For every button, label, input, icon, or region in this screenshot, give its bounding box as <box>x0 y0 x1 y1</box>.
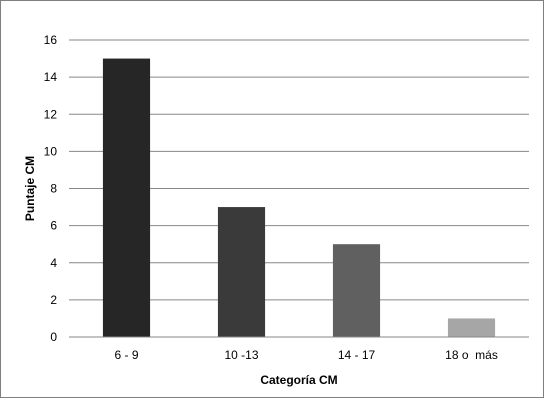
bar-2 <box>217 207 266 337</box>
bar-1 <box>102 58 151 337</box>
y-tick-label: 0 <box>50 330 57 344</box>
y-tick-label: 14 <box>44 70 58 84</box>
y-tick-label: 4 <box>50 256 57 270</box>
y-tick-label: 8 <box>50 182 57 196</box>
y-tick-label: 12 <box>44 107 58 121</box>
y-tick-label: 16 <box>44 33 58 47</box>
bar-4 <box>447 318 496 337</box>
y-axis-title: Puntaje CM <box>23 156 37 221</box>
y-tick-label: 10 <box>44 144 58 158</box>
bars <box>102 58 496 337</box>
x-tick-label: 6 - 9 <box>114 348 138 362</box>
x-tick-label: 10 -13 <box>224 348 258 362</box>
x-tick-label: 14 - 17 <box>338 348 376 362</box>
x-tick-labels: 6 - 9 10 -13 14 - 17 18 o más <box>114 348 497 362</box>
x-tick-label: 18 o más <box>445 348 498 362</box>
y-tick-label: 2 <box>50 293 57 307</box>
y-tick-labels: 0 2 4 6 8 10 12 14 16 <box>44 33 58 344</box>
bar-3 <box>332 244 381 337</box>
y-tick-label: 6 <box>50 219 57 233</box>
x-axis-title: Categoría CM <box>260 373 337 387</box>
